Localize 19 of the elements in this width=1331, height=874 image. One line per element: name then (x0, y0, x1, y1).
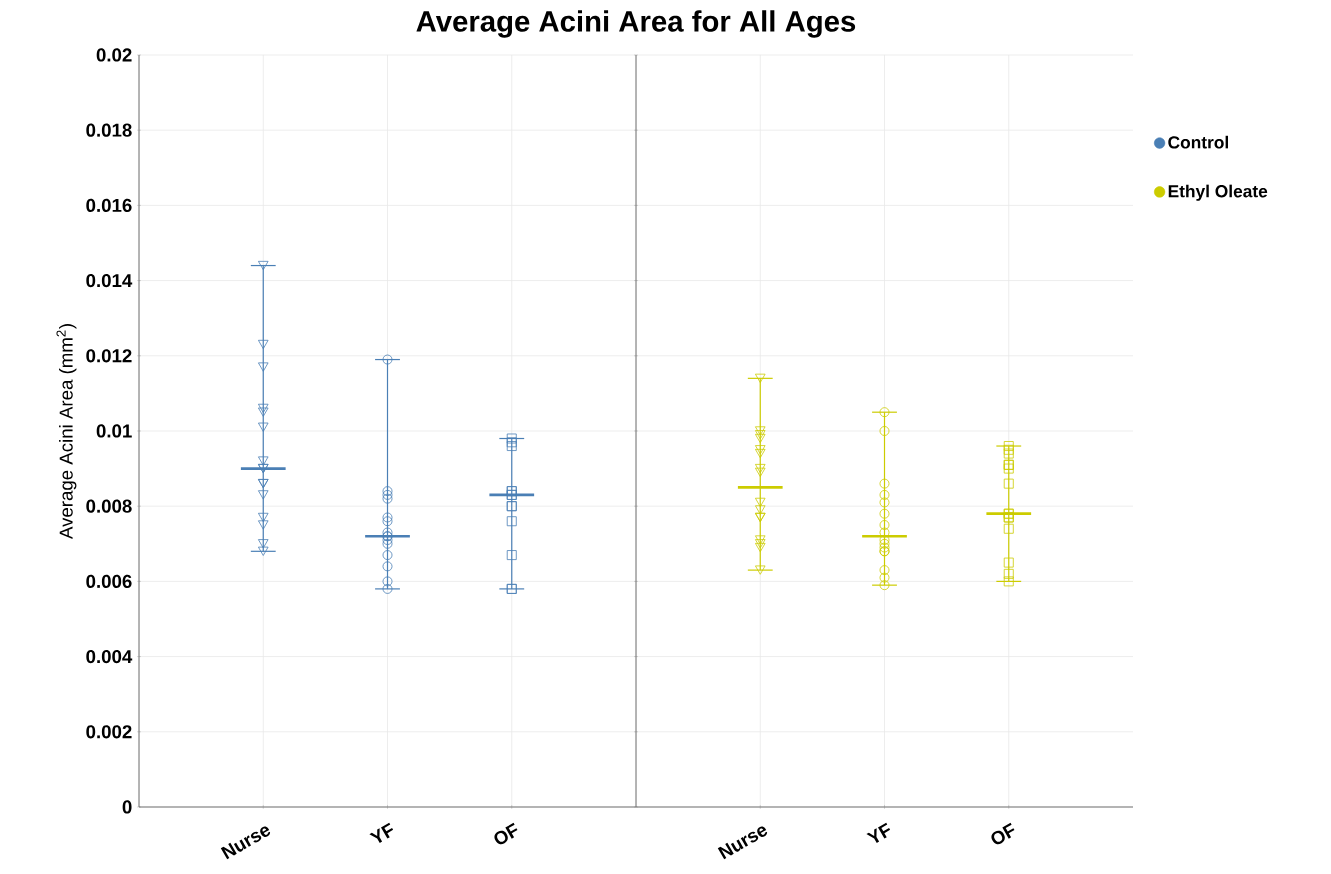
x-tick-label: YF (369, 822, 394, 843)
y-tick-label: 0.006 (86, 574, 132, 588)
y-tick-label: 0.004 (86, 649, 133, 664)
x-tick-label: OF (991, 822, 1015, 845)
y-tick-label: 0.012 (86, 349, 132, 363)
y-tick-label: 0.002 (86, 725, 132, 739)
legend-label: Ethyl Oleate (1168, 184, 1268, 201)
y-tick-label: 0.02 (96, 48, 132, 62)
x-tick-label: YF (866, 822, 891, 843)
chart-title: Average Acini Area for All Ages (416, 10, 856, 38)
y-tick-label: 0.018 (86, 123, 132, 137)
x-tick-label: OF (494, 822, 518, 845)
legend-label: Control (1168, 135, 1228, 149)
y-axis-title: Average Acini Area (mm$^{2}$) (56, 324, 77, 539)
y-tick-label: 0.01 (96, 424, 132, 438)
y-tick-label: 0.016 (86, 198, 132, 212)
y-tick-label: 0.014 (86, 273, 133, 288)
y-tick-label: 0 (122, 800, 132, 814)
y-tick-label: 0.008 (86, 499, 132, 513)
